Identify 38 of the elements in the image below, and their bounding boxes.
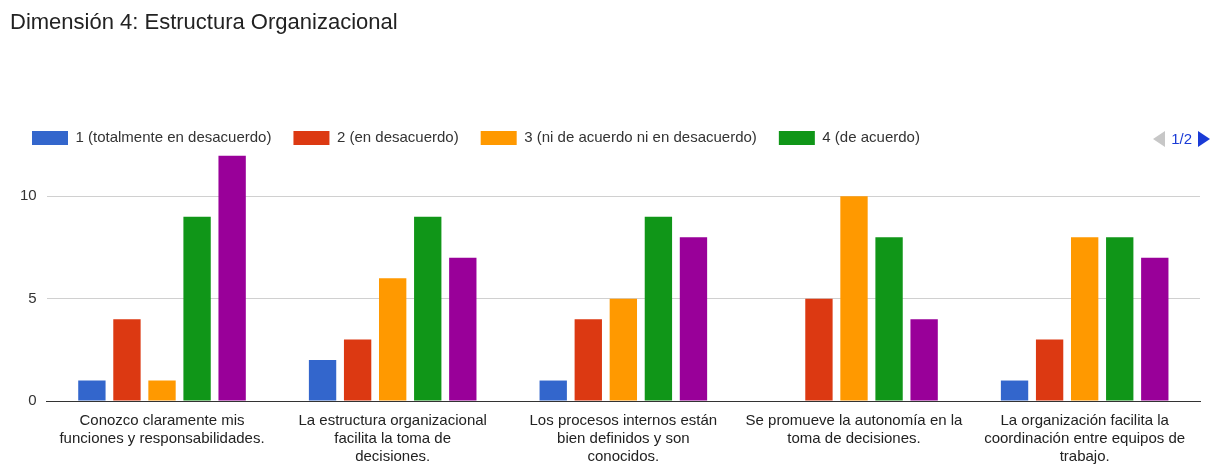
bar (1035, 339, 1064, 401)
bar (379, 278, 407, 401)
legend-label: 2 (en desacuerdo) (336, 128, 459, 146)
bar (910, 319, 938, 401)
bar (218, 155, 246, 401)
bar (574, 319, 602, 401)
bar (609, 298, 638, 401)
bar (113, 319, 141, 401)
bar (1141, 257, 1169, 401)
y-tick-label: 5 (28, 288, 37, 306)
bar (1106, 237, 1134, 401)
x-tick-label: Los procesos internos están bien definidos y son conocidos. (529, 411, 718, 465)
bar (679, 237, 708, 401)
bar (449, 257, 477, 401)
text: 1/2 (1171, 130, 1192, 147)
bar (1000, 380, 1029, 401)
bar (183, 216, 211, 401)
bar (1070, 237, 1099, 401)
legend-label: 1 (totalmente en desacuerdo) (75, 128, 272, 146)
y-tick-label: 10 (20, 186, 37, 204)
x-tick-label: Conozco claramente mis funciones y responsabilidades. (59, 411, 265, 447)
bar (78, 380, 106, 401)
legend-label: 4 (de acuerdo) (822, 128, 920, 146)
x-tick-label: La estructura organizacional facilita la toma de decisiones. (298, 411, 487, 465)
bar (840, 196, 868, 401)
chart-title: Dimensión 4: Estructura Organizacional (10, 9, 398, 35)
legend-label: 3 (ni de acuerdo ni en desacuerdo) (524, 128, 757, 146)
bar (539, 380, 567, 401)
x-tick-label: Se promueve la autonomía en la toma de decisiones. (745, 411, 964, 447)
bar (343, 339, 372, 401)
y-tick-label: 0 (28, 391, 37, 409)
bar (805, 298, 833, 401)
x-tick-label: La organización facilita la coordinación entre equipos de trabajo. (984, 411, 1186, 465)
bar (308, 360, 337, 401)
bar (644, 216, 673, 401)
bar (875, 237, 903, 401)
bar (414, 216, 442, 401)
bar (148, 380, 176, 401)
